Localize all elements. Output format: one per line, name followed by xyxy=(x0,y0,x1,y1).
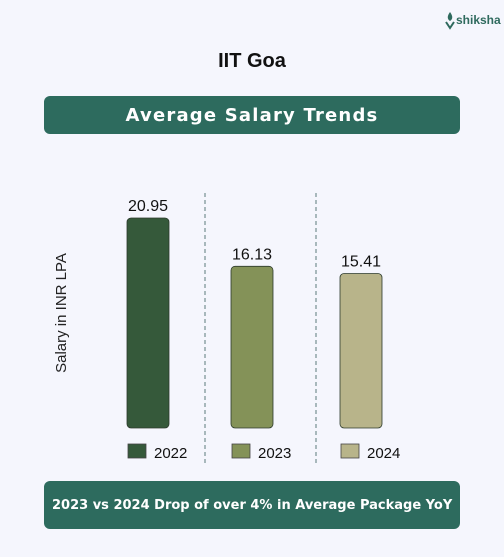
legend-swatch-2023 xyxy=(231,443,251,459)
bars xyxy=(126,217,383,429)
logo-text: shiksha xyxy=(456,13,501,27)
legend-label-2024: 2024 xyxy=(367,445,400,462)
bar-2022 xyxy=(126,217,170,429)
legend-swatch-2024 xyxy=(340,443,360,459)
data-labels: 20.95 16.13 15.41 xyxy=(128,198,381,271)
legend-swatch-2022 xyxy=(127,443,147,459)
legend-label-2023: 2023 xyxy=(258,445,291,462)
bar-2024 xyxy=(339,273,383,429)
page-title: IIT Goa xyxy=(218,50,286,72)
bar-2023 xyxy=(230,265,274,429)
shiksha-logo: shiksha xyxy=(445,10,501,30)
summary-footer: 2023 vs 2024 Drop of over 4% in Average … xyxy=(44,481,460,529)
chart-dividers xyxy=(204,193,317,463)
chart-banner: Average Salary Trends xyxy=(44,96,460,134)
data-label-2024: 15.41 xyxy=(341,254,381,271)
y-axis-label: Salary in INR LPA xyxy=(53,253,70,373)
legend-label-2022: 2022 xyxy=(154,445,187,462)
legend: 2022 2023 2024 xyxy=(127,443,400,462)
data-label-2023: 16.13 xyxy=(232,246,272,263)
shiksha-logo-icon xyxy=(445,12,455,30)
data-label-2022: 20.95 xyxy=(128,198,168,215)
